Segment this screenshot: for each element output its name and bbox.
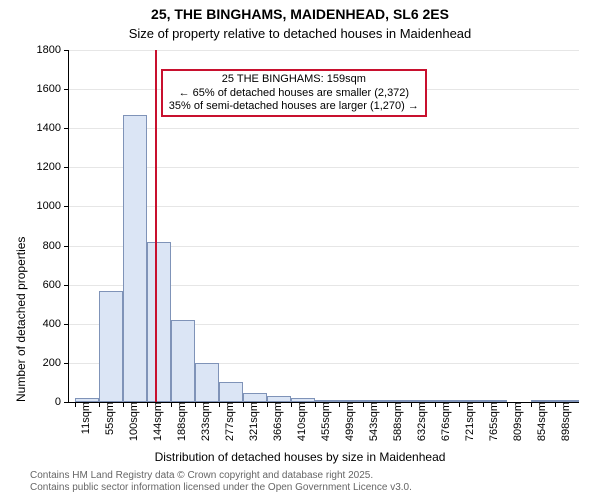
histogram-bar [171, 320, 195, 402]
histogram-bar [219, 382, 243, 402]
x-tick-label: 100sqm [126, 402, 140, 441]
footer-attribution: Contains HM Land Registry data © Crown c… [30, 470, 590, 494]
x-tick-mark [243, 402, 244, 407]
x-tick-label: 188sqm [174, 402, 188, 441]
callout-box: 25 THE BINGHAMS: 159sqm ← 65% of detache… [161, 69, 427, 117]
property-marker-line [155, 50, 157, 402]
y-tick-label: 600 [43, 279, 69, 291]
x-tick-label: 321sqm [246, 402, 260, 441]
callout-line-1: 25 THE BINGHAMS: 159sqm [169, 73, 419, 86]
x-tick-mark [267, 402, 268, 407]
x-tick-label: 366sqm [270, 402, 284, 441]
x-tick-label: 809sqm [510, 402, 524, 441]
histogram-bar [99, 291, 123, 402]
x-tick-label: 410sqm [294, 402, 308, 441]
histogram-bar [147, 242, 171, 402]
x-tick-mark [555, 402, 556, 407]
x-tick-mark [123, 402, 124, 407]
y-tick-label: 1200 [37, 161, 69, 173]
y-tick-label: 200 [43, 357, 69, 369]
x-tick-label: 588sqm [390, 402, 404, 441]
x-tick-label: 144sqm [150, 402, 164, 441]
footer-line-1: Contains HM Land Registry data © Crown c… [30, 470, 590, 482]
chart-title: 25, THE BINGHAMS, MAIDENHEAD, SL6 2ES [0, 6, 600, 22]
x-tick-label: 55sqm [102, 402, 116, 435]
x-tick-mark [219, 402, 220, 407]
x-tick-label: 277sqm [222, 402, 236, 441]
x-tick-label: 676sqm [438, 402, 452, 441]
x-tick-mark [483, 402, 484, 407]
x-tick-label: 543sqm [366, 402, 380, 441]
histogram-bar [123, 115, 147, 402]
x-tick-label: 455sqm [318, 402, 332, 441]
x-tick-label: 854sqm [534, 402, 548, 441]
x-tick-mark [147, 402, 148, 407]
x-tick-mark [363, 402, 364, 407]
x-tick-label: 632sqm [414, 402, 428, 441]
x-tick-mark [507, 402, 508, 407]
y-tick-label: 1600 [37, 83, 69, 95]
x-tick-mark [459, 402, 460, 407]
x-tick-label: 11sqm [78, 402, 92, 434]
x-tick-mark [75, 402, 76, 407]
x-tick-mark [315, 402, 316, 407]
x-tick-mark [195, 402, 196, 407]
x-tick-label: 233sqm [198, 402, 212, 441]
y-tick-label: 1000 [37, 200, 69, 212]
x-tick-mark [531, 402, 532, 407]
histogram-bar [195, 363, 219, 402]
x-tick-label: 765sqm [486, 402, 500, 441]
plot-area: 25 THE BINGHAMS: 159sqm ← 65% of detache… [68, 50, 579, 403]
x-tick-mark [99, 402, 100, 407]
x-tick-mark [171, 402, 172, 407]
y-tick-label: 1400 [37, 122, 69, 134]
y-axis-label: Number of detached properties [14, 237, 28, 402]
chart-subtitle: Size of property relative to detached ho… [0, 26, 600, 41]
histogram-bar [243, 393, 267, 402]
x-tick-label: 721sqm [462, 402, 476, 441]
x-tick-mark [411, 402, 412, 407]
x-tick-label: 898sqm [558, 402, 572, 441]
y-tick-label: 1800 [37, 44, 69, 56]
x-tick-mark [387, 402, 388, 407]
y-tick-label: 800 [43, 240, 69, 252]
y-tick-label: 0 [55, 396, 69, 408]
y-tick-label: 400 [43, 318, 69, 330]
x-tick-mark [291, 402, 292, 407]
footer-line-2: Contains public sector information licen… [30, 482, 590, 494]
callout-line-3: 35% of semi-detached houses are larger (… [169, 100, 419, 113]
x-axis-label: Distribution of detached houses by size … [0, 450, 600, 464]
x-tick-mark [435, 402, 436, 407]
x-tick-mark [339, 402, 340, 407]
chart-container: 25, THE BINGHAMS, MAIDENHEAD, SL6 2ES Si… [0, 0, 600, 500]
x-tick-label: 499sqm [342, 402, 356, 441]
callout-line-2: ← 65% of detached houses are smaller (2,… [169, 87, 419, 100]
